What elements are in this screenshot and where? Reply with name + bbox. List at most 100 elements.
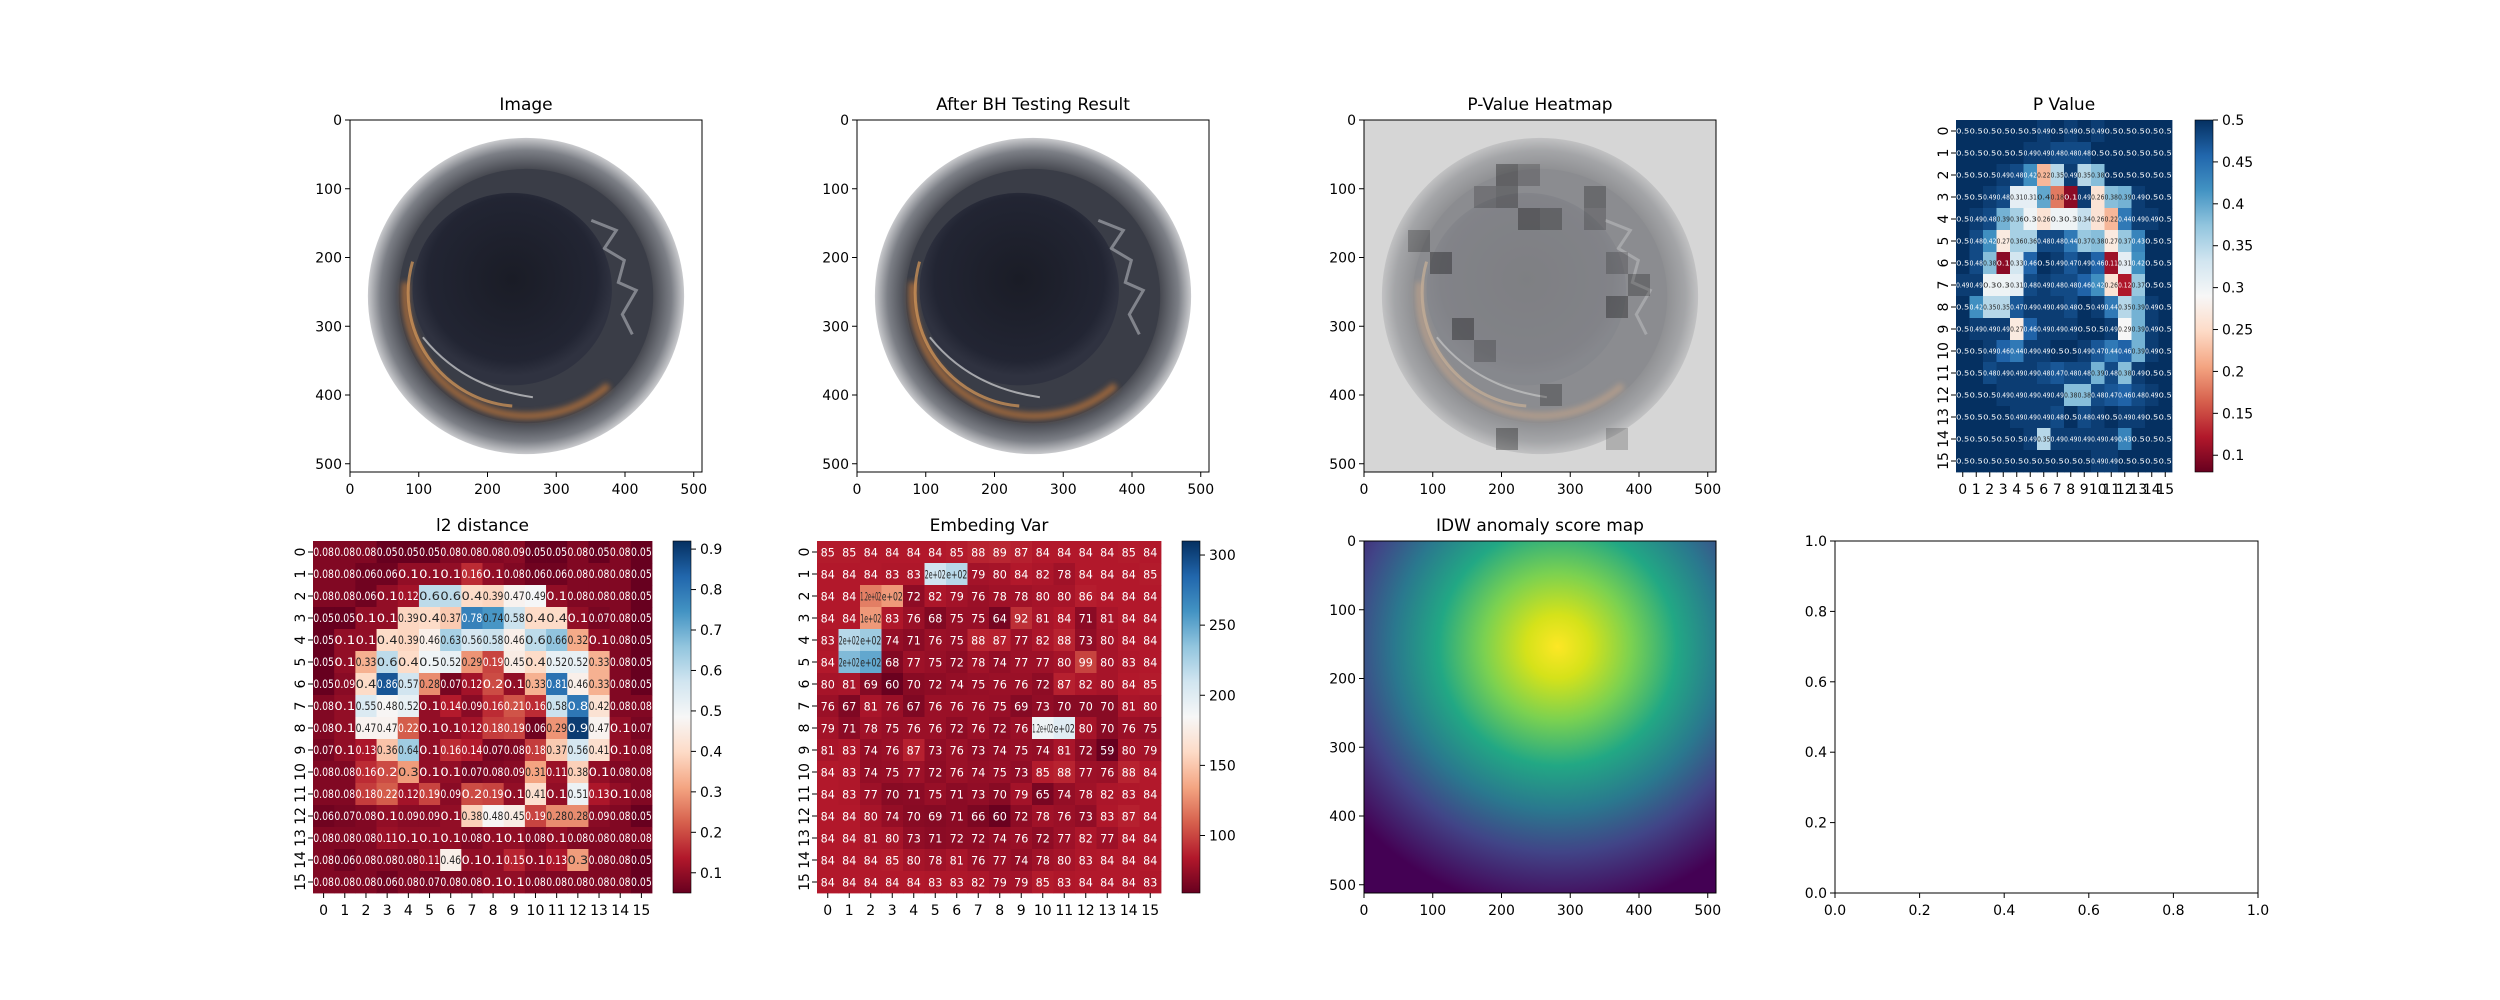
cell-label: 0.5 <box>1970 413 1984 422</box>
cell-label: 0.09 <box>419 809 440 823</box>
heat-cell <box>1969 428 1984 451</box>
heat-cell <box>418 585 441 608</box>
cell-label: 83 <box>1100 809 1114 823</box>
cell-label: 0.39 <box>2132 347 2145 356</box>
cell-label: 70 <box>1100 721 1114 735</box>
x-tick-label: 400 <box>1626 903 1653 919</box>
heat-cell <box>1983 362 1997 385</box>
x-tick-label: 200 <box>474 482 501 498</box>
heat-cell <box>838 739 861 762</box>
cell-label: 0.49 <box>2078 435 2091 444</box>
col-label: 10 <box>1034 903 1052 919</box>
cell-label: 84 <box>1143 765 1157 779</box>
pvalue-block <box>1452 318 1474 340</box>
cell-label: 74 <box>993 743 1007 757</box>
cell-label: 0.48 <box>2051 281 2064 290</box>
pvalue-block <box>1540 208 1562 230</box>
heat-cell <box>881 717 904 740</box>
heat-cell <box>1053 563 1076 586</box>
heat-cell <box>546 607 568 630</box>
cell-label: 72 <box>1036 831 1050 845</box>
cell-label: 76 <box>928 699 942 713</box>
cell-label: 0.11 <box>2105 259 2118 268</box>
heat-cell <box>1053 805 1076 828</box>
cell-label: 79 <box>1014 787 1028 801</box>
heat-cell <box>2023 252 2038 275</box>
x-tick-label: 0.4 <box>1993 903 2015 919</box>
heat-cell <box>609 695 632 718</box>
cell-label: 0.18 <box>356 787 377 801</box>
heat-cell <box>946 739 968 762</box>
cell-label: 80 <box>864 809 878 823</box>
cell-label: 0.5 <box>2159 237 2173 246</box>
cell-label: 83 <box>907 567 921 581</box>
heat-cell <box>2131 362 2146 385</box>
heat-cell <box>2010 142 2024 165</box>
col-label: 14 <box>2143 482 2161 498</box>
cell-label: 0.49 <box>2051 435 2064 444</box>
heat-cell <box>2037 142 2051 165</box>
heat-cell <box>2037 384 2051 407</box>
heat-cell <box>334 871 356 894</box>
cell-label: 0.08 <box>334 545 355 559</box>
heat-cell <box>1010 629 1033 652</box>
col-label: 4 <box>909 903 918 919</box>
heat-cell <box>2131 274 2146 297</box>
cell-label: 0.08 <box>313 875 334 889</box>
cell-label: 0.08 <box>631 787 652 801</box>
cell-label: 83 <box>885 567 899 581</box>
cell-label: 84 <box>1079 567 1093 581</box>
cell-label: 71 <box>1079 611 1093 625</box>
heat-cell <box>1996 362 2011 385</box>
heat-cell <box>817 585 839 608</box>
heat-cell <box>567 541 589 564</box>
cell-label: 0.27 <box>2010 325 2023 334</box>
heat-cell <box>630 651 653 674</box>
heat-cell <box>2104 318 2119 341</box>
heat-cell <box>482 541 505 564</box>
col-label: 14 <box>611 903 629 919</box>
heat-cell <box>2145 318 2159 341</box>
heat-cell <box>946 563 968 586</box>
heat-cell <box>903 673 925 696</box>
cell-label: 0.12 <box>2118 281 2131 290</box>
cell-label: 88 <box>1057 765 1071 779</box>
heat-cell <box>2158 164 2173 187</box>
heat-cell <box>1996 186 2011 209</box>
colorbar-tick-label: 0.6 <box>700 663 722 679</box>
heat-cell <box>2050 142 2065 165</box>
cell-label: 0.08 <box>525 831 546 845</box>
cell-label: 0.47 <box>589 721 610 735</box>
cell-label: 0.06 <box>377 567 398 581</box>
cell-label: 0.5 <box>1997 127 2011 136</box>
heat-cell <box>1096 695 1119 718</box>
heat-cell <box>355 541 377 564</box>
cell-label: 0.5 <box>2037 259 2051 268</box>
heat-cell <box>1983 450 1997 473</box>
row-label: 13 <box>1936 408 1952 426</box>
heat-cell <box>1032 585 1054 608</box>
heat-cell <box>838 629 861 652</box>
cell-label: 0.09 <box>398 809 419 823</box>
cell-label: 0.08 <box>483 545 504 559</box>
cell-label: 84 <box>842 853 856 867</box>
y-tick-label: 500 <box>315 457 342 473</box>
heat-cell <box>546 585 568 608</box>
heat-cell <box>838 761 861 784</box>
cell-label: 0.07 <box>631 721 652 735</box>
cell-label: 0.49 <box>2132 413 2145 422</box>
cell-label: 0.49 <box>2051 259 2064 268</box>
cell-label: 0.5 <box>2145 281 2159 290</box>
colorbar-tick-label: 0.9 <box>700 542 722 558</box>
cell-label: 0.5 <box>2159 193 2173 202</box>
heat-cell <box>1096 629 1119 652</box>
cell-label: 0.5 <box>2159 215 2173 224</box>
cell-label: 72 <box>971 831 985 845</box>
heat-cell <box>588 629 611 652</box>
cell-label: 0.49 <box>2118 413 2131 422</box>
panel-title: l2 distance <box>436 516 529 536</box>
heat-cell <box>567 629 589 652</box>
cell-label: 0.44 <box>2105 303 2118 312</box>
heat-cell <box>397 563 420 586</box>
heat-cell <box>1053 651 1076 674</box>
